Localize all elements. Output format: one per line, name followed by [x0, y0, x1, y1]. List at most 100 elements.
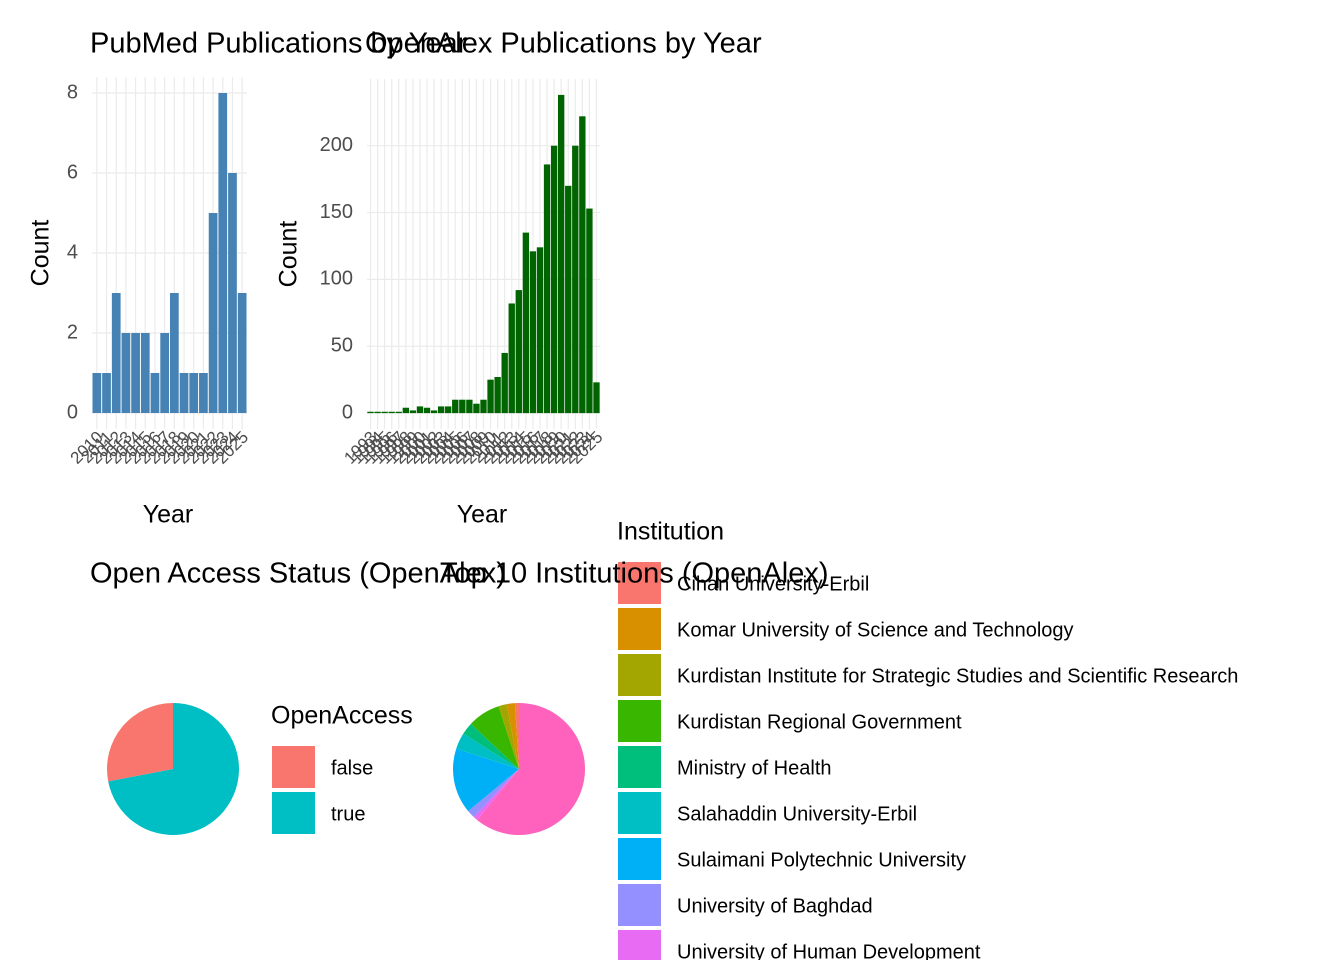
bar: [208, 213, 218, 413]
pie-slice: [514, 703, 519, 769]
y-tick-label: 50: [331, 335, 353, 357]
bar: [480, 399, 487, 414]
legend-key: [272, 792, 315, 834]
bar: [508, 303, 515, 414]
legend-key: [618, 792, 661, 834]
y-tick-label: 6: [67, 161, 78, 183]
bar: [543, 164, 551, 414]
legend-label: false: [331, 757, 373, 779]
bar: [445, 406, 452, 414]
legend-key: [618, 838, 661, 880]
legend-key: [618, 562, 661, 604]
bar: [218, 93, 228, 413]
bar: [140, 333, 150, 413]
legend-key: [618, 746, 661, 788]
y-tick-label: 0: [342, 401, 353, 423]
pie-slice: [108, 703, 240, 835]
pie-slice: [506, 703, 519, 769]
bar: [179, 373, 189, 413]
pie-slice: [470, 706, 519, 769]
y-tick-label: 150: [320, 201, 353, 223]
legend-key: [618, 700, 661, 742]
y-tick-label: 200: [320, 134, 353, 156]
legend-key: [618, 930, 661, 960]
bar: [395, 411, 402, 414]
legend-label: Sulaimani Polytechnic University: [677, 849, 966, 871]
legend-label: University of Baghdad: [677, 895, 873, 917]
bar: [169, 293, 179, 413]
chart-title: Open Access Status (OpenAlex): [90, 558, 506, 590]
bar: [487, 379, 494, 414]
bar: [160, 333, 170, 413]
pie-slice: [476, 703, 585, 836]
bar: [466, 399, 473, 414]
bar: [92, 373, 102, 413]
bar: [579, 116, 586, 414]
bar: [388, 411, 395, 414]
bar: [102, 373, 111, 413]
x-axis-title: Year: [457, 501, 508, 529]
pie-slice: [468, 769, 519, 818]
y-axis-title: Count: [275, 221, 303, 288]
bar: [515, 290, 522, 414]
legend-label: Komar University of Science and Technolo…: [677, 619, 1074, 641]
bar: [199, 373, 208, 413]
bar: [367, 411, 374, 414]
legend-label: Kurdistan Regional Government: [677, 711, 962, 733]
pie-slice: [456, 733, 519, 769]
bar: [381, 411, 388, 414]
legend-key: [618, 884, 661, 926]
bar: [565, 185, 572, 414]
legend-title: OpenAccess: [271, 702, 413, 730]
chart-title: PubMed Publications by Year: [90, 28, 468, 60]
bar: [473, 403, 480, 414]
legend-key: [272, 746, 315, 788]
pie-slice: [498, 704, 519, 769]
bar: [416, 406, 424, 414]
bar: [501, 352, 508, 414]
y-tick-label: 0: [67, 401, 78, 423]
pie-slice: [106, 703, 173, 782]
bar: [374, 411, 381, 414]
bar: [494, 376, 501, 414]
chart-title: OpenAlex Publications by Year: [365, 28, 762, 60]
legend-label: Kurdistan Institute for Strategic Studie…: [677, 665, 1238, 687]
bar: [150, 373, 160, 413]
pie-slice: [453, 748, 519, 812]
legend-key: [618, 608, 661, 650]
y-tick-label: 4: [67, 241, 78, 263]
pie-slice: [473, 769, 519, 820]
bar: [237, 293, 247, 413]
bar: [409, 410, 417, 414]
bar: [111, 293, 121, 413]
bar: [586, 208, 593, 414]
bar: [459, 399, 466, 414]
legend-label: University of Human Development: [677, 941, 981, 960]
x-axis-title: Year: [143, 501, 194, 529]
bar: [402, 407, 410, 414]
bar: [189, 373, 199, 413]
bar: [452, 399, 459, 414]
bar: [572, 145, 579, 414]
chart-title: Top 10 Institutions (OpenAlex): [440, 558, 828, 590]
y-tick-label: 8: [67, 81, 78, 103]
bar: [430, 410, 438, 414]
bar: [550, 145, 558, 414]
bar: [437, 406, 445, 414]
legend-label: Cihan University-Erbil: [677, 573, 869, 595]
y-tick-label: 2: [67, 321, 78, 343]
y-tick-label: 100: [320, 268, 353, 290]
y-axis-title: Count: [27, 220, 55, 287]
pie-slice: [463, 723, 519, 769]
bar: [557, 94, 565, 414]
legend-label: true: [331, 803, 365, 825]
bar: [529, 251, 537, 414]
bar: [536, 247, 544, 414]
legend-key: [618, 654, 661, 696]
bar: [228, 173, 237, 413]
legend-label: Ministry of Health: [677, 757, 832, 779]
bar: [423, 407, 431, 414]
bar: [131, 333, 140, 413]
legend-label: Salahaddin University-Erbil: [677, 803, 917, 825]
